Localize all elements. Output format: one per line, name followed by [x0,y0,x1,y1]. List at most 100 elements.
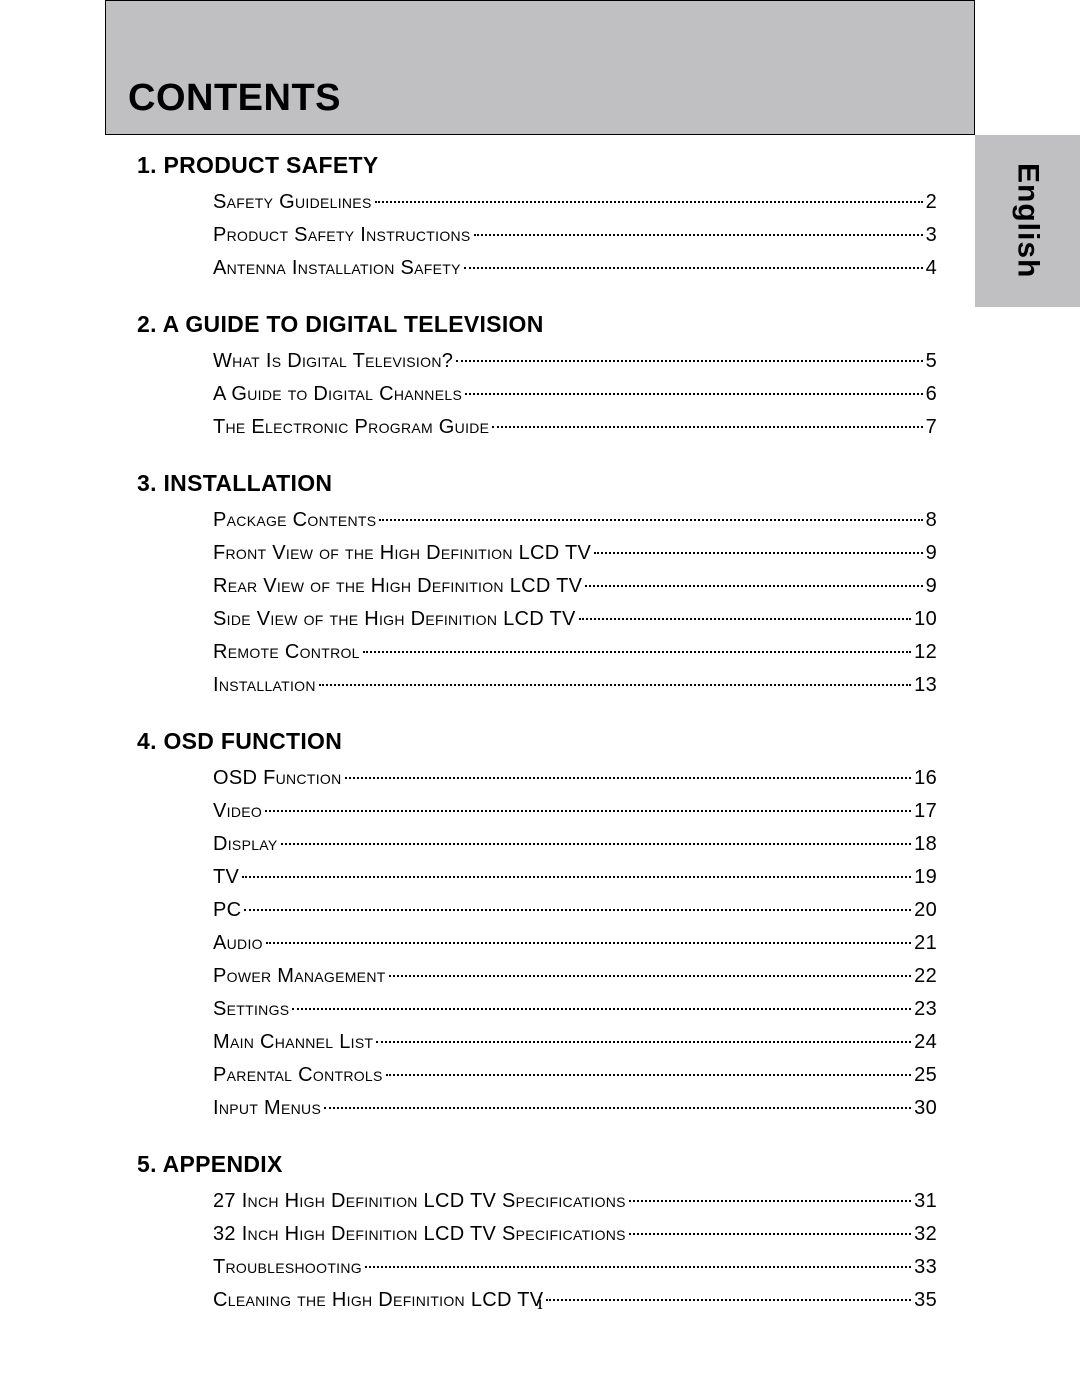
toc-page: 2 [926,187,937,217]
toc-label: PC [213,895,241,925]
toc-label: OSD Function [213,763,342,793]
toc-page: 10 [914,604,937,634]
toc-content: 1. PRODUCT SAFETYSafety Guidelines2Produ… [137,152,937,1343]
toc-entry: Parental Controls 25 [213,1060,937,1090]
toc-page: 22 [914,961,937,991]
toc-page: 32 [914,1219,937,1249]
toc-entry: 32 Inch High Definition LCD TV Specifica… [213,1219,937,1249]
toc-label: Product Safety Instructions [213,220,471,250]
toc-page: 21 [914,928,937,958]
toc-label: Safety Guidelines [213,187,372,217]
toc-entry: A Guide to Digital Channels6 [213,379,937,409]
toc-entry: Antenna Installation Safety 4 [213,253,937,283]
toc-leader-dots [579,618,911,620]
toc-page: 17 [914,796,937,826]
toc-label: Rear View of the High Definition LCD TV [213,571,582,601]
toc-entry: Rear View of the High Definition LCD TV9 [213,571,937,601]
toc-leader-dots [629,1200,911,1202]
toc-leader-dots [379,519,922,521]
toc-entry: Main Channel List 24 [213,1027,937,1057]
toc-page: 7 [926,412,937,442]
toc-label: Display [213,829,278,859]
toc-label: 27 Inch High Definition LCD TV Specifica… [213,1186,626,1216]
language-label: English [1011,163,1045,278]
toc-label: Troubleshooting [213,1252,362,1282]
toc-label: Audio [213,928,263,958]
toc-page: 24 [914,1027,937,1057]
toc-entry: Remote Control 12 [213,637,937,667]
toc-entry: PC 20 [213,895,937,925]
toc-leader-dots [244,909,911,911]
toc-entry: Front View of the High Definition LCD TV… [213,538,937,568]
section-title: 2. A GUIDE TO DIGITAL TELEVISION [137,311,937,338]
toc-label: Input Menus [213,1093,321,1123]
header-bar: CONTENTS [105,0,975,135]
toc-label: A Guide to Digital Channels [213,379,462,409]
toc-label: TV [213,862,239,892]
toc-entry: Input Menus 30 [213,1093,937,1123]
toc-page: 18 [914,829,937,859]
toc-entry: Video17 [213,796,937,826]
toc-label: Remote Control [213,637,360,667]
toc-page: 31 [914,1186,937,1216]
section-title: 3. INSTALLATION [137,470,937,497]
toc-label: Front View of the High Definition LCD TV [213,538,591,568]
toc-section: 1. PRODUCT SAFETYSafety Guidelines2Produ… [137,152,937,283]
toc-page: 25 [914,1060,937,1090]
toc-leader-dots [319,684,911,686]
toc-leader-dots [474,234,923,236]
toc-label: Parental Controls [213,1060,383,1090]
toc-page: 30 [914,1093,937,1123]
toc-page: 23 [914,994,937,1024]
toc-entry: Audio 21 [213,928,937,958]
toc-entry: The Electronic Program Guide7 [213,412,937,442]
toc-leader-dots [365,1266,911,1268]
toc-leader-dots [324,1107,911,1109]
section-title: 4. OSD FUNCTION [137,728,937,755]
toc-leader-dots [585,585,922,587]
toc-leader-dots [363,651,911,653]
toc-section: 5. APPENDIX 27 Inch High Definition LCD T… [137,1151,937,1315]
page-title: CONTENTS [128,77,341,120]
toc-leader-dots [281,843,912,845]
section-title: 1. PRODUCT SAFETY [137,152,937,179]
toc-section: 2. A GUIDE TO DIGITAL TELEVISION What Is … [137,311,937,442]
language-tab: English [975,135,1080,307]
toc-leader-dots [242,876,911,878]
toc-entry: Settings23 [213,994,937,1024]
toc-leader-dots [375,201,923,203]
toc-leader-dots [465,393,922,395]
toc-page: 13 [914,670,937,700]
toc-label: Side View of the High Definition LCD TV [213,604,576,634]
toc-entry: 27 Inch High Definition LCD TV Specifica… [213,1186,937,1216]
toc-leader-dots [266,942,911,944]
toc-leader-dots [594,552,922,554]
toc-label: Package Contents [213,505,376,535]
toc-leader-dots [292,1008,911,1010]
toc-page: 5 [926,346,937,376]
toc-leader-dots [456,360,922,362]
toc-page: 4 [926,253,937,283]
toc-leader-dots [629,1233,911,1235]
toc-entry: TV19 [213,862,937,892]
toc-entry: Safety Guidelines 2 [213,187,937,217]
toc-page: 33 [914,1252,937,1282]
toc-entry: What Is Digital Television? 5 [213,346,937,376]
toc-label: 32 Inch High Definition LCD TV Specifica… [213,1219,626,1249]
toc-label: Antenna Installation Safety [213,253,461,283]
toc-page: 12 [914,637,937,667]
section-title: 5. APPENDIX [137,1151,937,1178]
toc-entry: Product Safety Instructions 3 [213,220,937,250]
toc-entry: Troubleshooting 33 [213,1252,937,1282]
toc-page: 8 [926,505,937,535]
toc-entry: Side View of the High Definition LCD TV 1… [213,604,937,634]
toc-leader-dots [345,777,912,779]
toc-label: What Is Digital Television? [213,346,453,376]
toc-leader-dots [386,1074,911,1076]
toc-section: 3. INSTALLATIONPackage Contents8Front Vi… [137,470,937,700]
page-number: i [0,1292,1080,1315]
toc-label: Main Channel List [213,1027,373,1057]
toc-page: 16 [914,763,937,793]
toc-page: 20 [914,895,937,925]
toc-page: 3 [926,220,937,250]
